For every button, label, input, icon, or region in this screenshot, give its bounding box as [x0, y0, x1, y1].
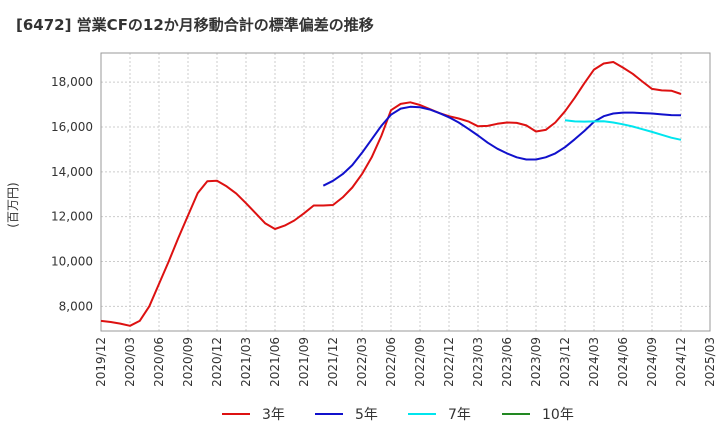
- plot-frame: [100, 52, 711, 332]
- chart-title: [6472] 営業CFの12か月移動合計の標準偏差の推移: [16, 16, 374, 34]
- x-tick-label: 2024/12: [674, 337, 688, 387]
- legend: 3年 5年 7年 10年: [222, 407, 574, 423]
- x-tick-label: 2022/06: [384, 337, 398, 387]
- x-tick-label: 2021/06: [268, 337, 282, 387]
- x-axis: 2019/12 2020/03 2020/06 2020/09 2020/12 2021/…: [94, 337, 717, 387]
- y-tick-label: 10,000: [51, 255, 93, 269]
- x-tick-label: 2023/06: [500, 337, 514, 387]
- x-tick-label: 2021/03: [239, 337, 253, 387]
- x-tick-label: 2024/09: [645, 337, 659, 387]
- grid: [100, 53, 711, 331]
- x-tick-label: 2023/09: [529, 337, 543, 387]
- x-tick-label: 2024/06: [616, 337, 630, 387]
- x-tick-label: 2021/09: [297, 337, 311, 387]
- x-tick-label: 2020/03: [123, 337, 137, 387]
- y-tick-label: 16,000: [51, 120, 93, 134]
- y-axis-label: (百万円): [6, 182, 20, 227]
- legend-label-3: 7年: [448, 407, 471, 423]
- x-tick-label: 2021/12: [326, 337, 340, 387]
- y-tick-label: 18,000: [51, 75, 93, 89]
- series-line-3: [564, 119, 682, 141]
- series-lines: [100, 61, 682, 327]
- y-axis: 8,000 10,000 12,000 14,000 16,000 18,000: [51, 75, 93, 313]
- legend-label-4: 10年: [542, 407, 574, 423]
- x-tick-label: 2024/03: [587, 337, 601, 387]
- x-tick-label: 2020/09: [181, 337, 195, 387]
- x-tick-label: 2025/03: [703, 337, 717, 387]
- x-tick-label: 2020/06: [152, 337, 166, 387]
- series-line-1: [100, 61, 682, 327]
- x-tick-label: 2023/12: [558, 337, 572, 387]
- y-tick-label: 12,000: [51, 210, 93, 224]
- legend-label-1: 3年: [262, 407, 285, 423]
- y-tick-label: 14,000: [51, 165, 93, 179]
- legend-label-2: 5年: [355, 407, 378, 423]
- x-tick-label: 2022/03: [355, 337, 369, 387]
- series-line-2: [322, 105, 682, 187]
- x-tick-label: 2020/12: [210, 337, 224, 387]
- x-tick-label: 2023/03: [471, 337, 485, 387]
- y-tick-label: 8,000: [59, 299, 93, 313]
- x-tick-label: 2022/09: [413, 337, 427, 387]
- x-tick-label: 2019/12: [94, 337, 108, 387]
- x-tick-label: 2022/12: [442, 337, 456, 387]
